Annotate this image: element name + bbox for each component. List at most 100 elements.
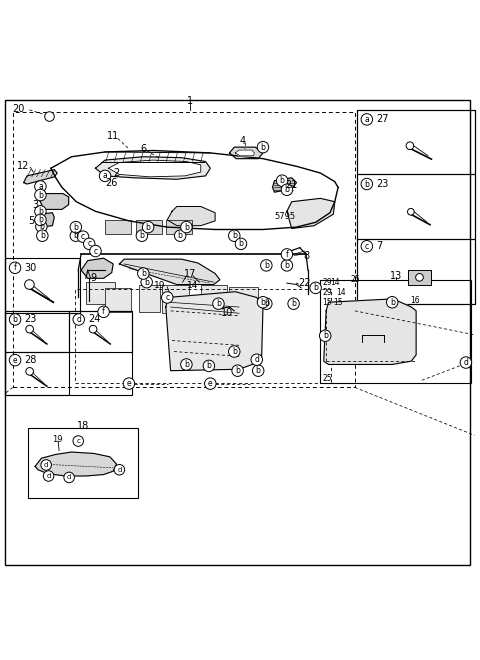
Polygon shape [35,213,54,227]
Text: d: d [117,467,121,473]
Bar [5,311,132,395]
Text: 5795: 5795 [275,212,296,221]
Text: 14: 14 [187,281,199,290]
Text: 16: 16 [410,296,420,305]
Circle shape [257,296,269,308]
Text: d: d [254,355,259,364]
Bar [5,352,69,395]
Text: 22: 22 [299,278,311,288]
Circle shape [361,240,372,252]
Circle shape [77,231,89,242]
Circle shape [35,205,46,217]
Circle shape [310,282,322,294]
Text: b: b [141,269,146,278]
Text: 23: 23 [24,314,37,325]
Bar [229,287,258,311]
Bar [139,286,160,312]
Circle shape [64,472,74,482]
Text: b: b [280,176,285,185]
Bar [166,220,192,234]
Text: b: b [184,360,189,369]
Text: 25: 25 [350,275,360,284]
Text: 23: 23 [376,179,389,189]
Text: b: b [239,240,243,248]
Text: b: b [140,231,144,240]
Circle shape [141,277,153,288]
Text: f: f [13,263,16,273]
Text: b: b [232,347,237,356]
Circle shape [228,230,240,242]
Circle shape [143,221,154,233]
Text: 25: 25 [323,374,332,383]
Circle shape [213,298,224,310]
Circle shape [26,368,34,376]
Bar [162,284,189,313]
Circle shape [386,296,398,308]
Text: 7: 7 [376,242,383,251]
Circle shape [73,314,84,325]
Text: 4: 4 [240,136,245,146]
Text: 14: 14 [336,288,345,297]
Text: d: d [44,462,48,468]
Text: a: a [364,115,369,124]
Bar [105,288,132,312]
Circle shape [416,273,423,281]
Text: e: e [13,356,17,365]
Bar [5,258,80,314]
Text: 29: 29 [323,288,332,297]
Circle shape [174,230,186,242]
Text: 30: 30 [24,263,37,273]
Circle shape [251,354,263,366]
Text: b: b [232,231,237,240]
Bar [69,311,132,352]
Circle shape [45,112,54,121]
Text: b: b [285,185,289,194]
Text: 6: 6 [140,144,146,154]
Bar [86,282,115,304]
Circle shape [43,471,54,481]
Text: b: b [256,366,261,375]
Text: 17: 17 [183,269,196,279]
Text: d: d [76,315,81,324]
Circle shape [35,214,46,226]
Text: 1: 1 [187,96,193,106]
Circle shape [257,141,269,153]
Circle shape [26,325,34,333]
Polygon shape [96,156,210,180]
Bar [12,112,355,387]
Text: b: b [390,298,395,307]
Text: d: d [464,358,468,367]
Text: a: a [103,172,108,180]
Text: b: b [261,298,265,307]
Circle shape [361,114,372,125]
Text: f: f [286,250,288,259]
Text: c: c [87,240,91,248]
Text: 13: 13 [390,271,402,281]
Text: e: e [208,379,213,388]
Polygon shape [81,258,113,279]
Text: 19: 19 [154,281,166,290]
Polygon shape [35,452,117,476]
Text: a: a [38,182,43,191]
Circle shape [261,259,272,271]
Text: 9: 9 [91,273,97,283]
Bar [105,220,132,234]
Circle shape [180,221,192,233]
Circle shape [123,378,135,389]
Bar [5,311,69,352]
Text: 12: 12 [17,161,29,172]
Text: 18: 18 [77,420,89,431]
Text: 14: 14 [330,278,340,286]
Text: c: c [76,438,80,444]
Text: c: c [365,242,369,251]
Text: b: b [313,283,318,292]
Circle shape [84,238,95,249]
Circle shape [235,238,247,249]
Bar [28,428,138,498]
Bar [357,174,475,239]
Text: 15: 15 [323,298,332,307]
Text: f: f [102,308,105,316]
Polygon shape [108,160,201,177]
Polygon shape [166,292,263,371]
Circle shape [73,436,84,446]
